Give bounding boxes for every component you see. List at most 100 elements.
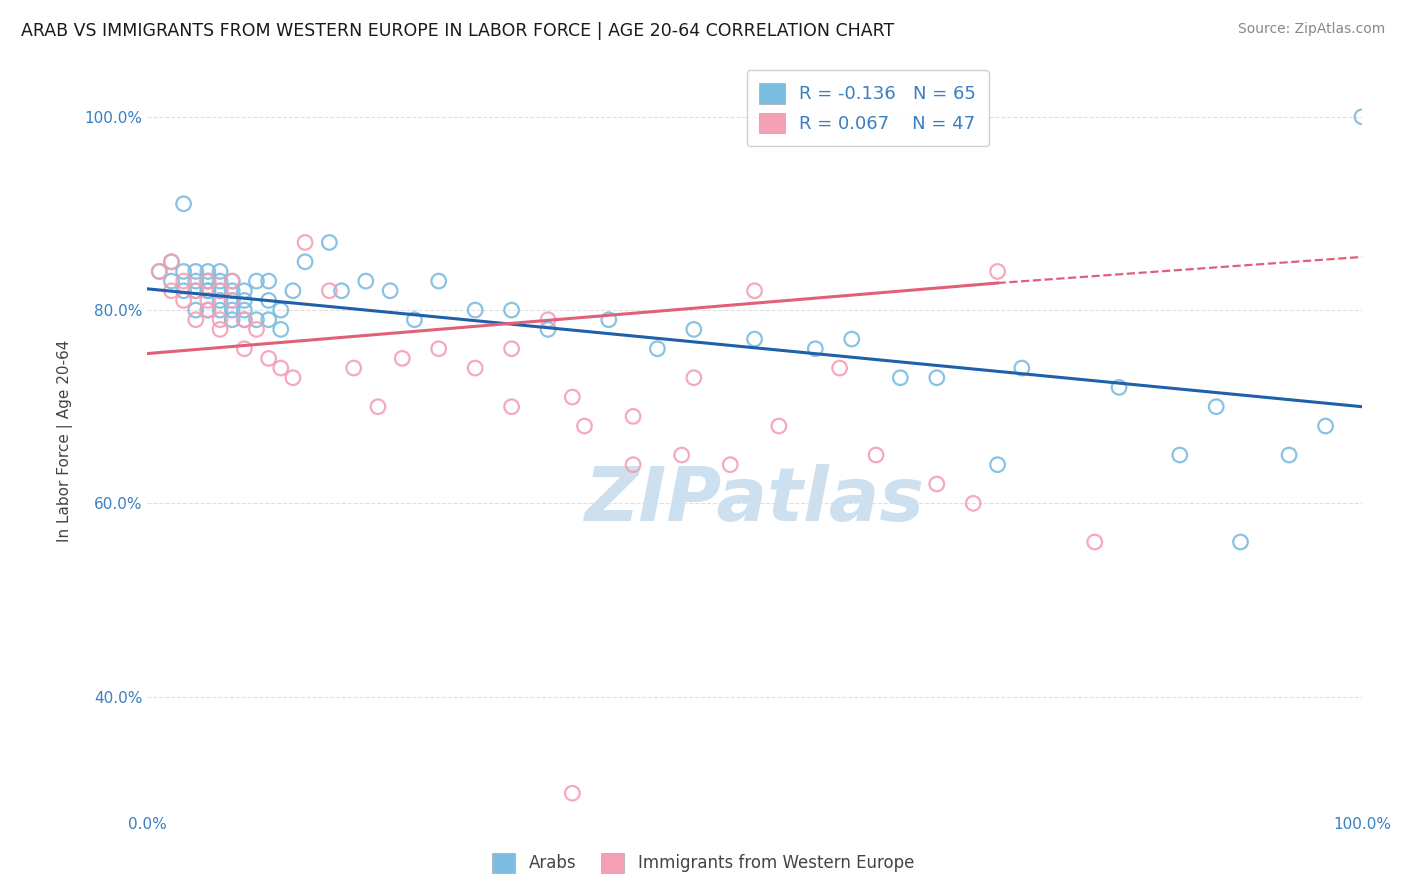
Point bbox=[828, 361, 851, 376]
Point bbox=[1205, 400, 1227, 414]
Point bbox=[209, 264, 232, 278]
Point bbox=[1351, 110, 1374, 124]
Point bbox=[464, 303, 486, 318]
Point bbox=[294, 235, 316, 250]
Point bbox=[173, 284, 195, 298]
Point bbox=[682, 370, 704, 384]
Point bbox=[986, 458, 1008, 472]
Point bbox=[257, 312, 280, 326]
Point bbox=[343, 361, 366, 376]
Point bbox=[221, 303, 243, 318]
Point bbox=[197, 284, 219, 298]
Point bbox=[209, 293, 232, 308]
Point bbox=[245, 312, 267, 326]
Point bbox=[184, 303, 207, 318]
Point bbox=[160, 254, 183, 268]
Point bbox=[197, 274, 219, 288]
Point bbox=[209, 322, 232, 336]
Point bbox=[221, 312, 243, 326]
Point bbox=[221, 274, 243, 288]
Point bbox=[1315, 419, 1337, 434]
Point bbox=[501, 303, 523, 318]
Point bbox=[391, 351, 413, 366]
Point bbox=[501, 342, 523, 356]
Point bbox=[354, 274, 377, 288]
Point bbox=[718, 458, 741, 472]
Point bbox=[647, 342, 669, 356]
Point bbox=[209, 274, 232, 288]
Point bbox=[768, 419, 790, 434]
Point bbox=[294, 254, 316, 268]
Point bbox=[865, 448, 887, 462]
Point bbox=[378, 284, 401, 298]
Point bbox=[209, 303, 232, 318]
Point bbox=[427, 274, 450, 288]
Point bbox=[184, 312, 207, 326]
Point bbox=[962, 496, 984, 510]
Point bbox=[501, 400, 523, 414]
Point bbox=[233, 293, 256, 308]
Point bbox=[233, 342, 256, 356]
Point bbox=[173, 264, 195, 278]
Point bbox=[404, 312, 426, 326]
Point bbox=[598, 312, 620, 326]
Y-axis label: In Labor Force | Age 20-64: In Labor Force | Age 20-64 bbox=[58, 339, 73, 541]
Point bbox=[464, 361, 486, 376]
Point bbox=[270, 303, 292, 318]
Point bbox=[148, 264, 170, 278]
Point bbox=[574, 419, 596, 434]
Point bbox=[184, 274, 207, 288]
Point bbox=[621, 409, 644, 424]
Point bbox=[1278, 448, 1301, 462]
Point bbox=[561, 390, 583, 404]
Point bbox=[197, 274, 219, 288]
Point bbox=[537, 322, 560, 336]
Point bbox=[621, 458, 644, 472]
Point bbox=[925, 370, 948, 384]
Legend: R = -0.136   N = 65, R = 0.067    N = 47: R = -0.136 N = 65, R = 0.067 N = 47 bbox=[747, 70, 988, 146]
Point bbox=[197, 264, 219, 278]
Point bbox=[318, 284, 340, 298]
Point bbox=[270, 322, 292, 336]
Point bbox=[184, 264, 207, 278]
Point bbox=[173, 274, 195, 288]
Point bbox=[1084, 535, 1107, 549]
Point bbox=[427, 342, 450, 356]
Point bbox=[1229, 535, 1251, 549]
Point bbox=[744, 332, 766, 346]
Point bbox=[197, 274, 219, 288]
Point bbox=[682, 322, 704, 336]
Point bbox=[184, 284, 207, 298]
Point bbox=[744, 284, 766, 298]
Point bbox=[841, 332, 863, 346]
Point bbox=[233, 303, 256, 318]
Point bbox=[537, 312, 560, 326]
Point bbox=[1168, 448, 1191, 462]
Point bbox=[233, 312, 256, 326]
Point bbox=[245, 274, 267, 288]
Point bbox=[1011, 361, 1033, 376]
Point bbox=[330, 284, 353, 298]
Point bbox=[986, 264, 1008, 278]
Point bbox=[209, 284, 232, 298]
Point bbox=[889, 370, 911, 384]
Point bbox=[257, 351, 280, 366]
Point bbox=[257, 274, 280, 288]
Point bbox=[318, 235, 340, 250]
Point bbox=[197, 303, 219, 318]
Text: ZIPatlas: ZIPatlas bbox=[585, 464, 925, 537]
Point bbox=[270, 361, 292, 376]
Text: Source: ZipAtlas.com: Source: ZipAtlas.com bbox=[1237, 22, 1385, 37]
Point bbox=[197, 293, 219, 308]
Point bbox=[367, 400, 389, 414]
Point bbox=[925, 477, 948, 491]
Text: ARAB VS IMMIGRANTS FROM WESTERN EUROPE IN LABOR FORCE | AGE 20-64 CORRELATION CH: ARAB VS IMMIGRANTS FROM WESTERN EUROPE I… bbox=[21, 22, 894, 40]
Point bbox=[209, 312, 232, 326]
Point bbox=[173, 293, 195, 308]
Point bbox=[148, 264, 170, 278]
Point bbox=[221, 284, 243, 298]
Point bbox=[197, 284, 219, 298]
Point bbox=[209, 284, 232, 298]
Point bbox=[804, 342, 827, 356]
Point bbox=[1108, 380, 1130, 394]
